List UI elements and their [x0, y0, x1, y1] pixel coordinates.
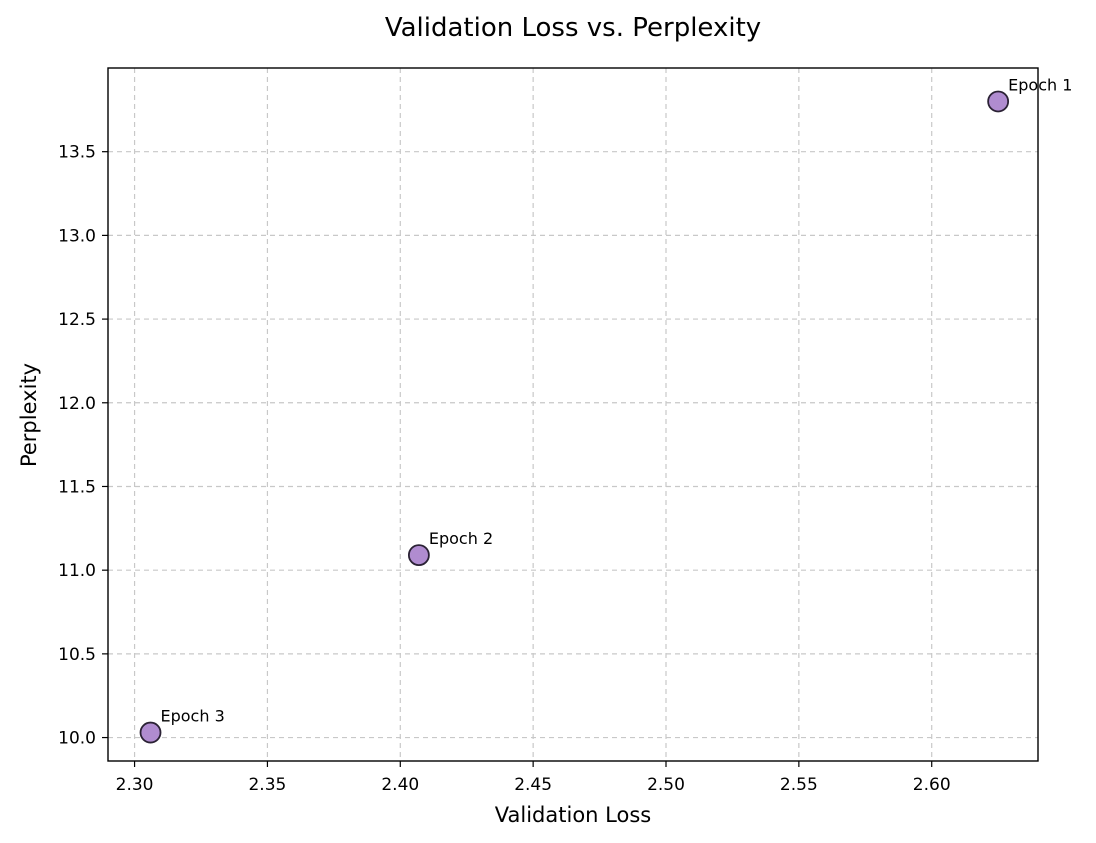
y-axis-label: Perplexity [17, 363, 41, 467]
y-tick-label: 12.0 [58, 394, 96, 414]
x-tick-label: 2.50 [647, 775, 685, 795]
x-tick-label: 2.60 [913, 775, 951, 795]
y-tick-label: 10.0 [58, 729, 96, 749]
x-tick-label: 2.55 [780, 775, 818, 795]
y-tick-label: 11.0 [58, 561, 96, 581]
data-point [987, 90, 1010, 113]
y-tick-label: 10.5 [58, 645, 96, 665]
point-annotation: Epoch 3 [161, 707, 225, 726]
x-tick-label: 2.40 [381, 775, 419, 795]
x-tick-label: 2.35 [248, 775, 286, 795]
point-annotation: Epoch 2 [429, 529, 493, 548]
x-tick-label: 2.45 [514, 775, 552, 795]
plot-frame [107, 67, 1039, 762]
x-axis-label: Validation Loss [495, 803, 651, 827]
data-point [139, 721, 162, 744]
axis-ticks: 2.30 2.35 2.40 2.45 2.50 2.55 2.60 10.0 10.5 11.0… [58, 143, 951, 795]
y-tick-label: 13.5 [58, 143, 96, 163]
chart-title: Validation Loss vs. Perplexity [385, 13, 761, 43]
data-point [407, 544, 430, 567]
grid-lines [108, 68, 1038, 761]
y-tick-label: 12.5 [58, 310, 96, 330]
data-points: Epoch 1 Epoch 2 Epoch 3 [139, 75, 1072, 744]
x-tick-label: 2.30 [116, 775, 154, 795]
y-tick-label: 13.0 [58, 226, 96, 246]
point-annotation: Epoch 1 [1008, 75, 1072, 94]
y-tick-label: 11.5 [58, 477, 96, 497]
